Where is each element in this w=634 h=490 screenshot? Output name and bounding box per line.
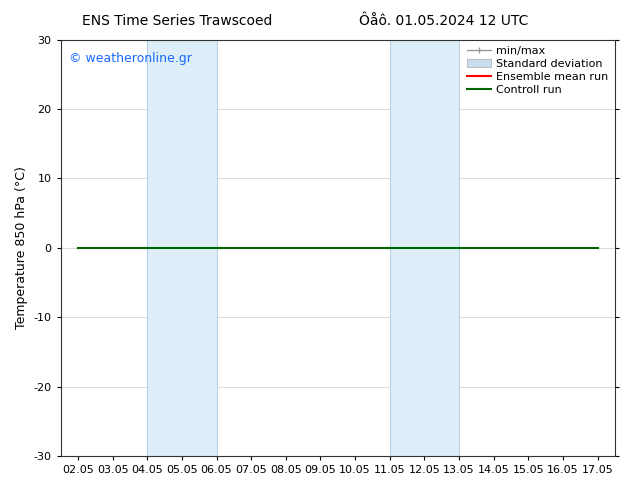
Bar	[390, 40, 459, 456]
Legend: min/max, Standard deviation, Ensemble mean run, Controll run: min/max, Standard deviation, Ensemble me…	[463, 42, 612, 99]
Text: ENS Time Series Trawscoed: ENS Time Series Trawscoed	[82, 14, 273, 28]
Text: Ôåô. 01.05.2024 12 UTC: Ôåô. 01.05.2024 12 UTC	[359, 14, 529, 28]
Bar	[147, 40, 217, 456]
Text: © weatheronline.gr: © weatheronline.gr	[69, 52, 192, 65]
Y-axis label: Temperature 850 hPa (°C): Temperature 850 hPa (°C)	[15, 166, 28, 329]
